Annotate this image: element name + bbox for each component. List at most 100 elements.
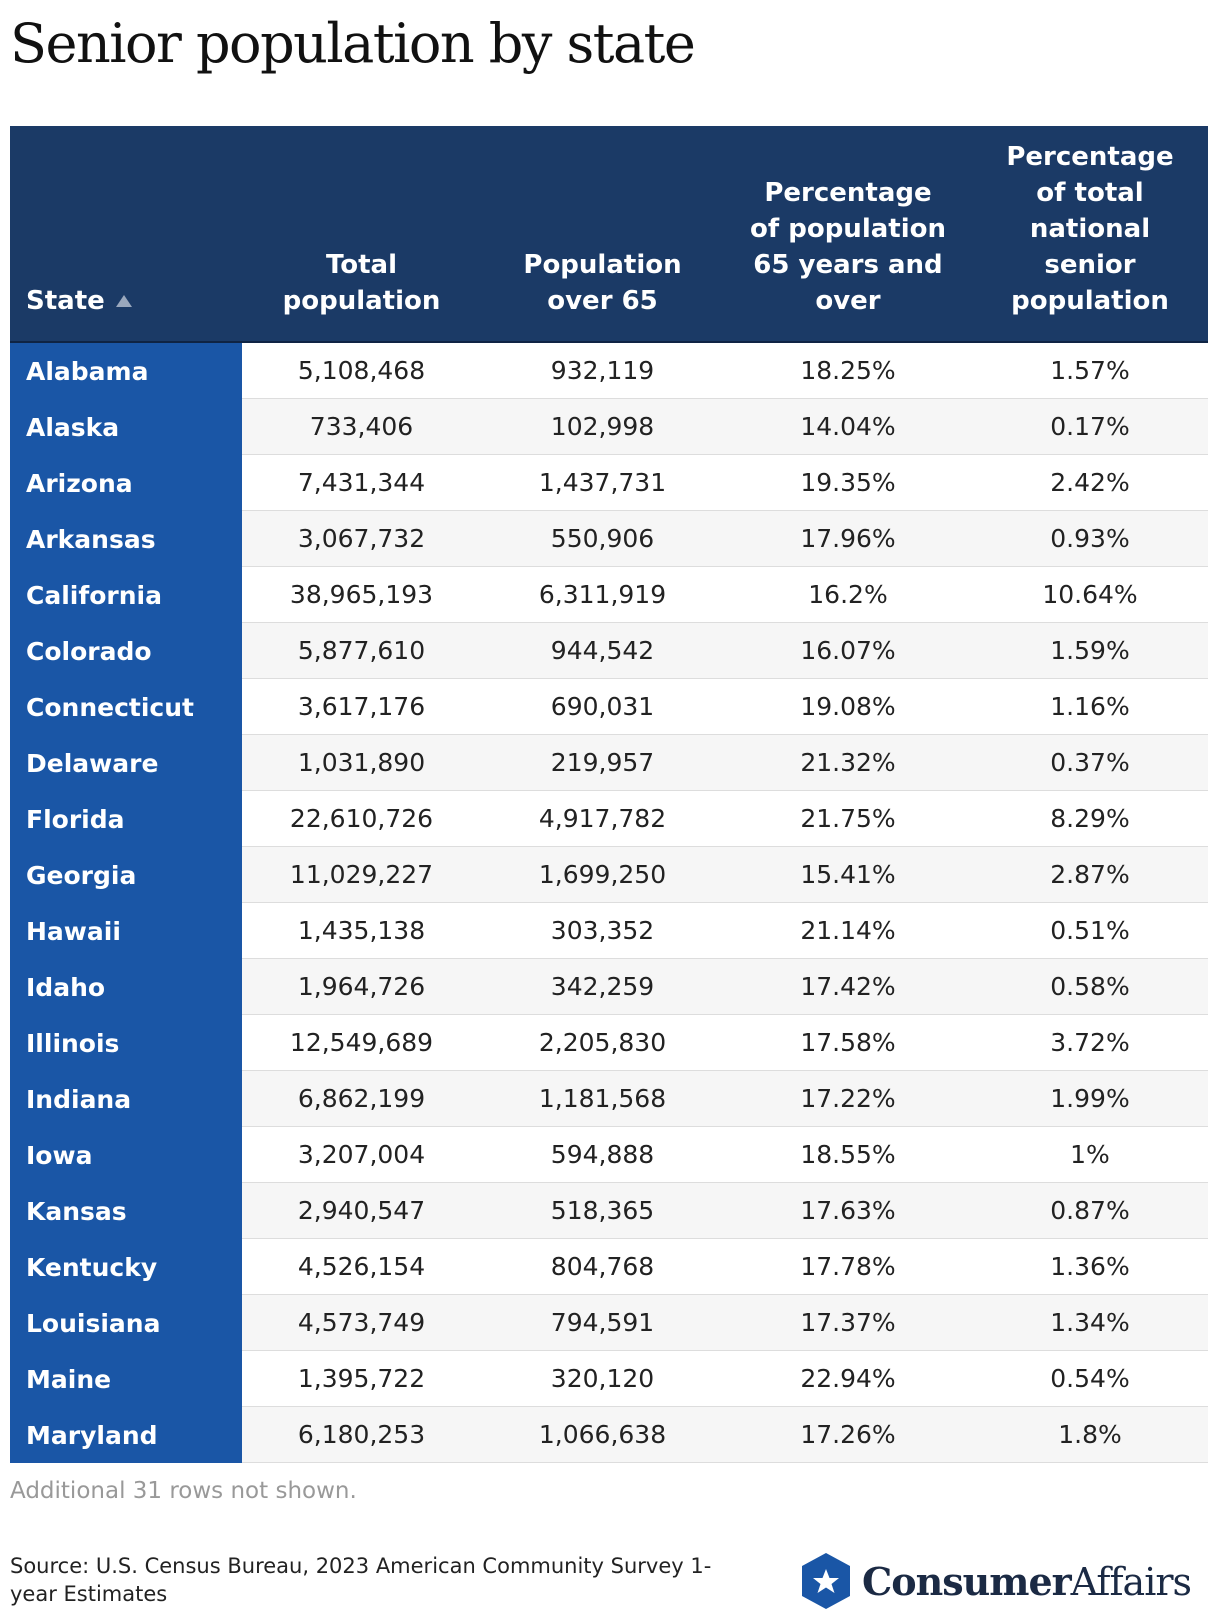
source: Source: U.S. Census Bureau, 2023 America… (10, 1554, 712, 1606)
table-cell: 17.37% (800, 1308, 896, 1337)
table-cell: 19.08% (800, 692, 896, 721)
table-cell: Iowa (10, 1127, 242, 1183)
table-cell: Maine (10, 1351, 242, 1407)
logo: ConsumerAffairs (800, 1552, 1192, 1610)
table-cell: 1.8% (1058, 1420, 1122, 1449)
header-text: State (26, 286, 105, 316)
header-cell: Population over 65 (481, 126, 724, 341)
header-text: Total population (282, 250, 441, 316)
table-cell: 17.42% (800, 972, 896, 1001)
table-cell: Colorado (10, 623, 242, 679)
table-cell: 3,617,176 (297, 692, 426, 721)
table-cell: 0.54% (1050, 1364, 1130, 1393)
table-row: Connecticut 3,617,176 690,031 19.08% 1.16% (10, 679, 1208, 735)
table-cell: 1,066,638 (538, 1420, 667, 1449)
table-cell: 3,067,732 (297, 524, 426, 553)
table-cell: 6,180,253 (297, 1420, 426, 1449)
table-row: Colorado 5,877,610 944,542 16.07% 1.59% (10, 623, 1208, 679)
table-cell: Hawaii (10, 903, 242, 959)
table-cell: 17.96% (800, 524, 896, 553)
table-cell: 22.94% (800, 1364, 896, 1393)
table-cell: 690,031 (550, 692, 655, 721)
table-cell: Kansas (10, 1183, 242, 1239)
table-cell: 1,437,731 (538, 468, 667, 497)
table-cell: 5,108,468 (297, 356, 426, 385)
table-cell: 21.32% (800, 748, 896, 777)
table-cell: 1.34% (1050, 1308, 1130, 1337)
table-row: Florida 22,610,726 4,917,782 21.75% 8.29% (10, 791, 1208, 847)
table-cell: 804,768 (550, 1252, 655, 1281)
table-cell: 17.78% (800, 1252, 896, 1281)
table-cell: 1.16% (1050, 692, 1130, 721)
table-cell: 21.75% (800, 804, 896, 833)
table-cell: Florida (10, 791, 242, 847)
logo-light: Affairs (1070, 1559, 1192, 1604)
table-cell: 1,964,726 (297, 972, 426, 1001)
table-cell: 0.58% (1050, 972, 1130, 1001)
table-cell: Alabama (10, 343, 242, 399)
table-cell: Georgia (10, 847, 242, 903)
table-cell: 4,526,154 (297, 1252, 426, 1281)
table-cell: 7,431,344 (297, 468, 426, 497)
table-cell: Alaska (10, 399, 242, 455)
table-row: Idaho 1,964,726 342,259 17.42% 0.58% (10, 959, 1208, 1015)
table-cell: 550,906 (550, 524, 655, 553)
table-row: Delaware 1,031,890 219,957 21.32% 0.37% (10, 735, 1208, 791)
table-cell: 6,862,199 (297, 1084, 426, 1113)
table-cell: 17.22% (800, 1084, 896, 1113)
table-cell: 1% (1070, 1140, 1110, 1169)
table-row: Louisiana 4,573,749 794,591 17.37% 1.34% (10, 1295, 1208, 1351)
table-cell: 1.59% (1050, 636, 1130, 665)
table-cell: 14.04% (800, 412, 896, 441)
table-row: Indiana 6,862,199 1,181,568 17.22% 1.99% (10, 1071, 1208, 1127)
table-cell: 342,259 (550, 972, 655, 1001)
table-cell: 303,352 (550, 916, 655, 945)
table-row: Alaska 733,406 102,998 14.04% 0.17% (10, 399, 1208, 455)
table-row: Kentucky 4,526,154 804,768 17.78% 1.36% (10, 1239, 1208, 1295)
table-row: California 38,965,193 6,311,919 16.2% 10.64% (10, 567, 1208, 623)
table-cell: Arizona (10, 455, 242, 511)
table-cell: 1,031,890 (297, 748, 426, 777)
table-cell: 594,888 (550, 1140, 655, 1169)
table-cell: 4,917,782 (538, 804, 667, 833)
table-row: Arizona 7,431,344 1,437,731 19.35% 2.42% (10, 455, 1208, 511)
table-cell: 102,998 (550, 412, 655, 441)
header-cell: Total population (242, 126, 481, 341)
table-row: Illinois 12,549,689 2,205,830 17.58% 3.72% (10, 1015, 1208, 1071)
table-cell: 2.42% (1050, 468, 1130, 497)
header-cell: Percentage of population 65 years and ov… (724, 126, 972, 341)
table-cell: 18.25% (800, 356, 896, 385)
logo-text: ConsumerAffairs (862, 1558, 1192, 1604)
table-cell: 733,406 (309, 412, 414, 441)
table-cell: 18.55% (800, 1140, 896, 1169)
table-cell: 0.87% (1050, 1196, 1130, 1225)
title: Senior population by state (10, 12, 696, 75)
table-cell: 1,395,722 (297, 1364, 426, 1393)
header-cell[interactable]: State (10, 126, 242, 341)
table-cell: 2,940,547 (297, 1196, 426, 1225)
table-cell: 518,365 (550, 1196, 655, 1225)
table-cell: 22,610,726 (289, 804, 434, 833)
table-cell: 19.35% (800, 468, 896, 497)
logo-bold: Consumer (862, 1558, 1072, 1604)
table-cell: 16.07% (800, 636, 896, 665)
table-row: Arkansas 3,067,732 550,906 17.96% 0.93% (10, 511, 1208, 567)
table-cell: 1.36% (1050, 1252, 1130, 1281)
table-cell: 17.26% (800, 1420, 896, 1449)
table-row: Iowa 3,207,004 594,888 18.55% 1% (10, 1127, 1208, 1183)
table-cell: Indiana (10, 1071, 242, 1127)
header-text: Population over 65 (523, 250, 682, 316)
table-cell: 17.58% (800, 1028, 896, 1057)
table-cell: Louisiana (10, 1295, 242, 1351)
table-cell: 219,957 (550, 748, 655, 777)
table-cell: 11,029,227 (289, 860, 434, 889)
table-row: Kansas 2,940,547 518,365 17.63% 0.87% (10, 1183, 1208, 1239)
table-cell: 16.2% (808, 580, 888, 609)
header-text: Percentage of population 65 years and ov… (750, 178, 946, 316)
table-cell: 0.93% (1050, 524, 1130, 553)
table-cell: 1.57% (1050, 356, 1130, 385)
logo-icon (802, 1553, 850, 1609)
table-cell: 10.64% (1042, 580, 1138, 609)
table-cell: 6,311,919 (538, 580, 667, 609)
